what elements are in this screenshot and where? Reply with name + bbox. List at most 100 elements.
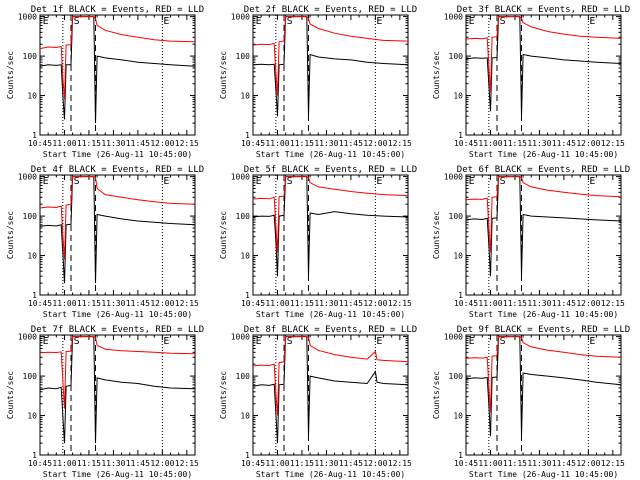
series-line-lld (465, 336, 622, 413)
x-tick-label: 11:00 (478, 299, 502, 308)
series-line-lld (39, 176, 196, 260)
y-tick-label: 1000 (444, 333, 463, 342)
x-tick-label: 12:00 (576, 459, 600, 468)
x-tick-label: 11:00 (52, 459, 76, 468)
y-axis-label: Counts/sec (6, 51, 15, 99)
segment-marker-s: S (74, 336, 80, 347)
x-tick-label: 12:15 (601, 299, 625, 308)
y-tick-label: 10 (27, 412, 37, 421)
x-tick-label: 11:30 (527, 299, 551, 308)
segment-marker-e1: E (256, 16, 262, 27)
x-tick-label: 12:15 (388, 299, 412, 308)
x-tick-label: 10:45 (28, 299, 52, 308)
y-tick-label: 1000 (231, 333, 250, 342)
x-tick-label: 11:15 (503, 299, 527, 308)
y-tick-label: 1000 (444, 173, 463, 182)
x-tick-label: 11:00 (52, 299, 76, 308)
x-axis-label: Start Time (26-Aug-11 10:45:00) (469, 310, 618, 319)
x-tick-label: 10:45 (454, 299, 478, 308)
segment-marker-e1: E (43, 336, 49, 347)
segment-marker-e1: E (469, 176, 475, 187)
plot-frame (465, 174, 622, 296)
y-tick-label: 10 (453, 252, 463, 261)
x-tick-label: 12:15 (601, 139, 625, 148)
plot-frame (39, 14, 196, 136)
y-tick-label: 1000 (444, 13, 463, 22)
x-tick-label: 11:30 (101, 139, 125, 148)
y-tick-label: 1000 (231, 173, 250, 182)
x-axis-label: Start Time (26-Aug-11 10:45:00) (256, 310, 405, 319)
y-tick-label: 1 (458, 451, 463, 460)
x-tick-label: 11:30 (314, 459, 338, 468)
plot-frame (465, 334, 622, 456)
y-tick-label: 100 (236, 212, 251, 221)
x-axis-label: Start Time (26-Aug-11 10:45:00) (256, 470, 405, 479)
x-tick-label: 11:45 (339, 299, 363, 308)
x-axis-label: Start Time (26-Aug-11 10:45:00) (256, 150, 405, 159)
segment-marker-e1: E (256, 176, 262, 187)
y-tick-label: 100 (23, 52, 38, 61)
x-tick-label: 11:45 (126, 299, 150, 308)
panel-title: Det 1f BLACK = Events, RED = LLD (31, 5, 204, 15)
x-tick-label: 11:00 (478, 139, 502, 148)
y-tick-label: 10 (453, 92, 463, 101)
plot-frame (252, 14, 409, 136)
segment-marker-e2: E (376, 16, 382, 27)
detector-panel: Det 3f BLACK = Events, RED = LLD 1 10 100 10… (432, 5, 630, 159)
y-tick-label: 100 (449, 212, 464, 221)
y-tick-label: 10 (453, 412, 463, 421)
x-tick-label: 10:45 (241, 459, 265, 468)
segment-marker-e1: E (469, 16, 475, 27)
segment-marker-s: S (74, 16, 80, 27)
series-line-lld (465, 16, 622, 93)
plot-frame (465, 14, 622, 136)
x-tick-label: 12:00 (150, 299, 174, 308)
x-tick-label: 11:00 (265, 299, 289, 308)
x-tick-label: 11:15 (77, 299, 101, 308)
y-tick-label: 1 (245, 291, 250, 300)
detector-panel: Det 8f BLACK = Events, RED = LLD 1 10 100 10… (219, 325, 417, 479)
x-tick-label: 11:00 (52, 139, 76, 148)
x-tick-label: 10:45 (241, 139, 265, 148)
y-tick-label: 1 (32, 451, 37, 460)
x-tick-label: 11:00 (265, 459, 289, 468)
y-axis-label: Counts/sec (6, 371, 15, 419)
detector-panel: Det 9f BLACK = Events, RED = LLD 1 10 100 10… (432, 325, 630, 479)
segment-marker-e2: E (163, 336, 169, 347)
x-tick-label: 11:15 (503, 139, 527, 148)
y-tick-label: 100 (23, 372, 38, 381)
y-axis-label: Counts/sec (432, 51, 441, 99)
panel-title: Det 9f BLACK = Events, RED = LLD (457, 325, 630, 335)
x-tick-label: 12:15 (388, 139, 412, 148)
segment-marker-s: S (500, 176, 506, 187)
x-tick-label: 11:45 (339, 459, 363, 468)
series-line-lld (252, 16, 409, 96)
panel-title: Det 2f BLACK = Events, RED = LLD (244, 5, 417, 15)
y-tick-label: 10 (27, 92, 37, 101)
x-tick-label: 12:00 (150, 459, 174, 468)
series-line-lld (252, 176, 409, 253)
panel-title: Det 8f BLACK = Events, RED = LLD (244, 325, 417, 335)
y-axis-label: Counts/sec (6, 211, 15, 259)
detector-panel: Det 7f BLACK = Events, RED = LLD 1 10 100 10… (6, 325, 204, 479)
segment-marker-s: S (287, 176, 293, 187)
x-tick-label: 12:00 (363, 299, 387, 308)
plot-frame (252, 174, 409, 296)
y-tick-label: 1000 (18, 13, 37, 22)
segment-marker-s: S (287, 16, 293, 27)
y-tick-label: 1 (458, 131, 463, 140)
x-tick-label: 11:15 (290, 139, 314, 148)
x-tick-label: 11:45 (552, 139, 576, 148)
panel-title: Det 4f BLACK = Events, RED = LLD (31, 165, 204, 175)
series-line-events (252, 336, 409, 444)
y-axis-label: Counts/sec (432, 371, 441, 419)
y-tick-label: 1 (245, 451, 250, 460)
y-tick-label: 100 (236, 372, 251, 381)
x-tick-label: 11:00 (478, 459, 502, 468)
detector-panel: Det 4f BLACK = Events, RED = LLD 1 10 100 10… (6, 165, 204, 319)
y-tick-label: 100 (23, 212, 38, 221)
x-tick-label: 11:30 (314, 299, 338, 308)
x-tick-label: 11:30 (527, 459, 551, 468)
